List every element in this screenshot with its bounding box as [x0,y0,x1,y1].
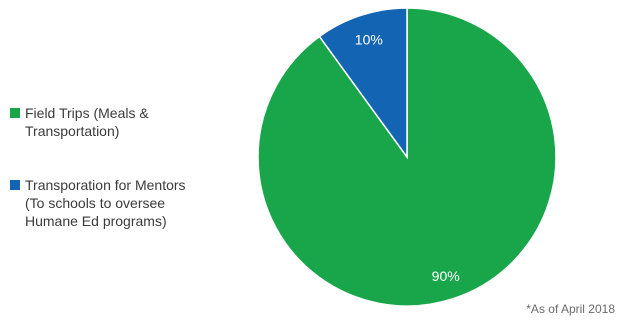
legend-label-field-trips: Field Trips (Meals & Transportation) [25,105,149,139]
data-label-field-trips: 90% [432,268,460,284]
footnote: *As of April 2018 [526,302,615,316]
pie-slice-mentor-transportation [318,7,408,160]
legend-item-field-trips: Field Trips (Meals & Transportation) [10,104,240,140]
legend-swatch-mentor-transportation [10,180,20,190]
legend-item-mentor-transportation: Transporation for Mentors (To schools to… [10,176,240,230]
legend-swatch-field-trips [10,108,20,118]
legend-label-mentor-transportation: Transporation for Mentors (To schools to… [25,177,186,229]
data-label-mentor-transportation: 10% [355,31,383,47]
